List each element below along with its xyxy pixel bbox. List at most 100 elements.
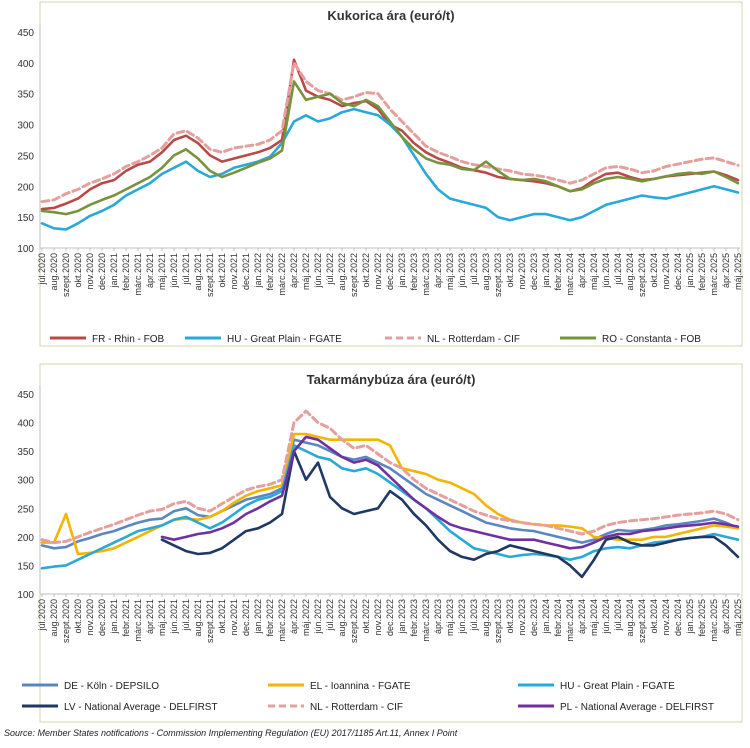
x-tick-label: nov.2023 bbox=[517, 599, 527, 635]
x-tick-label: febr.2025 bbox=[697, 253, 707, 291]
x-tick-label: febr.2024 bbox=[553, 253, 563, 291]
series-line-hu-great-plain-fgate bbox=[40, 107, 740, 231]
x-tick-label: febr.2021 bbox=[121, 599, 131, 637]
x-tick-label: dec.2022 bbox=[385, 599, 395, 636]
x-tick-label: jún.2021 bbox=[169, 599, 179, 635]
x-tick-label: júl.2020 bbox=[37, 599, 47, 632]
x-tick-label: dec.2024 bbox=[673, 599, 683, 636]
x-tick-label: okt.2023 bbox=[505, 599, 515, 634]
x-tick-label: jún.2023 bbox=[457, 253, 467, 289]
y-tick-label: 450 bbox=[17, 28, 34, 39]
x-tick-label: ápr.2021 bbox=[145, 253, 155, 288]
x-tick-label: máj.2024 bbox=[589, 253, 599, 290]
x-tick-label: szept.2023 bbox=[493, 599, 503, 643]
y-tick-label: 250 bbox=[17, 504, 34, 515]
x-tick-label: ápr.2023 bbox=[433, 599, 443, 634]
x-tick-label: okt.2022 bbox=[361, 599, 371, 634]
x-tick-label: aug.2022 bbox=[337, 253, 347, 291]
x-tick-label: szept.2022 bbox=[349, 599, 359, 643]
x-tick-label: júl.2021 bbox=[181, 599, 191, 632]
y-tick-label: 150 bbox=[17, 213, 34, 224]
x-tick-label: márc.2021 bbox=[133, 253, 143, 296]
series-line-pl-national-average-delfirst bbox=[160, 435, 740, 550]
x-tick-label: aug.2024 bbox=[625, 253, 635, 291]
x-tick-label: szept.2024 bbox=[637, 599, 647, 643]
x-tick-label: aug.2023 bbox=[481, 599, 491, 637]
x-tick-label: máj.2023 bbox=[445, 253, 455, 290]
x-tick-label: márc.2025 bbox=[709, 599, 719, 642]
x-tick-label: dec.2022 bbox=[385, 253, 395, 290]
y-tick-label: 350 bbox=[17, 447, 34, 458]
source-note: Source: Member States notifications - Co… bbox=[4, 728, 458, 738]
legend-label-ro-constanta-fob: RO - Constanta - FOB bbox=[602, 334, 701, 345]
x-tick-label: ápr.2022 bbox=[289, 253, 299, 288]
x-tick-label: jan.2021 bbox=[109, 599, 119, 635]
feed-wheat-price-chart: Takarmánybúza ára (euró/t) 100 150 200 250 30… bbox=[17, 363, 743, 723]
x-tick-label: júl.2023 bbox=[469, 599, 479, 632]
x-tick-label: júl.2024 bbox=[613, 253, 623, 286]
x-tick-label: nov.2024 bbox=[661, 253, 671, 289]
x-tick-label: nov.2020 bbox=[85, 599, 95, 635]
x-tick-label: nov.2020 bbox=[85, 253, 95, 289]
series-line-el-ioannina-fgate bbox=[40, 432, 740, 556]
x-tick-label: febr.2021 bbox=[121, 253, 131, 291]
x-tick-label: jún.2021 bbox=[169, 253, 179, 289]
x-tick-label: máj.2021 bbox=[157, 599, 167, 636]
y-tick-label: 100 bbox=[17, 590, 34, 601]
x-tick-label: aug.2020 bbox=[49, 253, 59, 291]
x-tick-label: dec.2020 bbox=[97, 599, 107, 636]
y-tick-label: 100 bbox=[17, 244, 34, 255]
legend-label-lv-national-average-delfirst: LV - National Average - DELFIRST bbox=[64, 702, 218, 713]
x-tick-label: szept.2023 bbox=[493, 253, 503, 297]
x-tick-label: jún.2024 bbox=[601, 253, 611, 289]
x-tick-label: jún.2024 bbox=[601, 599, 611, 635]
x-tick-label: dec.2021 bbox=[241, 599, 251, 636]
y-tick-label: 350 bbox=[17, 90, 34, 101]
x-tick-label: aug.2021 bbox=[193, 253, 203, 291]
x-tick-label: okt.2024 bbox=[649, 599, 659, 634]
x-tick-label: dec.2024 bbox=[673, 253, 683, 290]
legend-label-hu-great-plain-fgate: HU - Great Plain - FGATE bbox=[227, 334, 342, 345]
x-tick-label: jan.2025 bbox=[685, 253, 695, 289]
x-tick-label: máj.2022 bbox=[301, 253, 311, 290]
x-tick-label: márc.2021 bbox=[133, 599, 143, 642]
x-tick-label: nov.2021 bbox=[229, 253, 239, 289]
x-tick-label: nov.2022 bbox=[373, 599, 383, 635]
x-tick-label: jan.2025 bbox=[685, 599, 695, 635]
x-tick-label: máj.2024 bbox=[589, 599, 599, 636]
x-tick-label: febr.2022 bbox=[265, 599, 275, 637]
x-tick-label: aug.2021 bbox=[193, 599, 203, 637]
x-tick-label: aug.2020 bbox=[49, 599, 59, 637]
x-tick-label: dec.2021 bbox=[241, 253, 251, 290]
x-tick-label: jan.2023 bbox=[397, 253, 407, 289]
series-line-ro-constanta-fob bbox=[40, 80, 740, 216]
x-tick-label: ápr.2023 bbox=[433, 253, 443, 288]
x-tick-label: okt.2022 bbox=[361, 253, 371, 288]
x-tick-label: máj.2021 bbox=[157, 253, 167, 290]
x-tick-label: júl.2022 bbox=[325, 599, 335, 632]
x-tick-label: febr.2025 bbox=[697, 599, 707, 637]
x-tick-label: márc.2024 bbox=[565, 253, 575, 296]
series-line-nl-rotterdam-cif bbox=[40, 61, 740, 204]
x-tick-label: ápr.2024 bbox=[577, 599, 587, 634]
x-tick-label: okt.2024 bbox=[649, 253, 659, 288]
legend-label-fr-rhin-fob: FR - Rhin - FOB bbox=[92, 334, 165, 345]
x-tick-label: júl.2023 bbox=[469, 253, 479, 286]
x-tick-label: júl.2020 bbox=[37, 253, 47, 286]
x-tick-label: dec.2023 bbox=[529, 599, 539, 636]
x-tick-label: nov.2021 bbox=[229, 599, 239, 635]
x-tick-label: febr.2024 bbox=[553, 599, 563, 637]
x-tick-label: júl.2024 bbox=[613, 599, 623, 632]
x-tick-label: okt.2020 bbox=[73, 599, 83, 634]
x-tick-label: júl.2022 bbox=[325, 253, 335, 286]
y-tick-label: 300 bbox=[17, 121, 34, 132]
x-tick-label: jún.2022 bbox=[313, 253, 323, 289]
x-tick-label: okt.2023 bbox=[505, 253, 515, 288]
x-tick-label: ápr.2025 bbox=[721, 253, 731, 288]
x-tick-label: márc.2023 bbox=[421, 599, 431, 642]
x-tick-label: jan.2024 bbox=[541, 253, 551, 289]
legend-label-el-ioannina-fgate: EL - Ioannina - FGATE bbox=[310, 681, 411, 692]
x-tick-label: febr.2023 bbox=[409, 599, 419, 637]
x-tick-label: ápr.2025 bbox=[721, 599, 731, 634]
x-tick-label: okt.2021 bbox=[217, 253, 227, 288]
